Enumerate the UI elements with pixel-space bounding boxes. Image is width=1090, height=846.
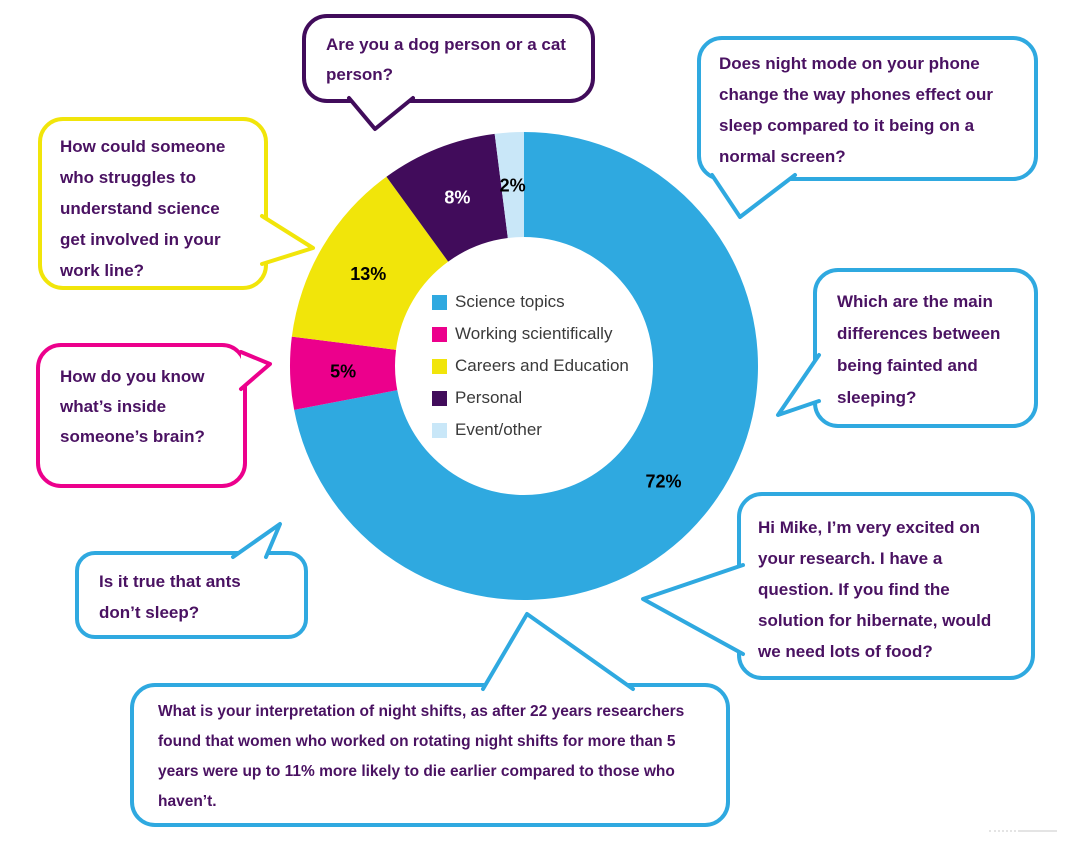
legend-label: Careers and Education xyxy=(455,356,629,375)
speech-bubble-brain: How do you know what’s inside someone’s … xyxy=(36,343,247,488)
data-label-8%: 8% xyxy=(444,188,470,208)
bubble-text: Which are the main differences between b… xyxy=(837,292,1001,407)
slice-careers-and-education xyxy=(291,176,449,350)
bubble-text: Hi Mike, I’m very excited on your resear… xyxy=(758,518,992,661)
slice-science-topics xyxy=(294,132,758,601)
legend-label: Event/other xyxy=(455,420,542,439)
legend-item: Careers and Education xyxy=(432,350,629,382)
legend-label: Working scientifically xyxy=(455,324,613,343)
speech-bubble-fainted: Which are the main differences between b… xyxy=(813,268,1038,428)
legend-swatch-icon xyxy=(432,358,447,374)
legend-item: Working scientifically xyxy=(432,318,629,350)
bubble-text: How do you know what’s inside someone’s … xyxy=(60,367,205,446)
legend-swatch-icon xyxy=(432,390,447,406)
bubble-text: Does night mode on your phone change the… xyxy=(719,54,993,166)
legend-swatch-icon xyxy=(432,422,447,438)
bubble-text: How could someone who struggles to under… xyxy=(60,137,226,280)
page-artifact-dotted-line xyxy=(989,830,1020,832)
speech-bubble-hi-mike: Hi Mike, I’m very excited on your resear… xyxy=(737,492,1035,680)
data-label-2%: 2% xyxy=(500,175,526,195)
speech-bubble-ants: Is it true that ants don’t sleep? xyxy=(75,551,308,639)
speech-bubble-night-mode: Does night mode on your phone change the… xyxy=(697,36,1038,181)
slice-event-other xyxy=(494,132,524,239)
chart-legend: Science topics Working scientifically Care… xyxy=(432,286,629,446)
legend-swatch-icon xyxy=(432,294,447,310)
slice-working-scientifically xyxy=(290,336,398,410)
page-artifact-line xyxy=(1020,830,1057,832)
speech-bubble-dog-cat: Are you a dog person or a cat person? xyxy=(302,14,595,103)
data-label-72%: 72% xyxy=(645,471,681,491)
legend-item: Event/other xyxy=(432,414,629,446)
legend-item: Personal xyxy=(432,382,629,414)
speech-bubble-night-shifts: What is your interpretation of night shi… xyxy=(130,683,730,827)
legend-label: Science topics xyxy=(455,292,565,311)
legend-swatch-icon xyxy=(432,326,447,342)
speech-bubble-struggles: How could someone who struggles to under… xyxy=(38,117,268,290)
legend-item: Science topics xyxy=(432,286,629,318)
bubble-text: What is your interpretation of night shi… xyxy=(158,703,685,810)
bubble-text: Are you a dog person or a cat person? xyxy=(326,35,566,84)
data-label-13%: 13% xyxy=(350,264,386,284)
data-label-5%: 5% xyxy=(330,362,356,382)
legend-label: Personal xyxy=(455,388,523,407)
slice-personal xyxy=(386,133,508,262)
bubble-text: Is it true that ants don’t sleep? xyxy=(99,572,241,622)
